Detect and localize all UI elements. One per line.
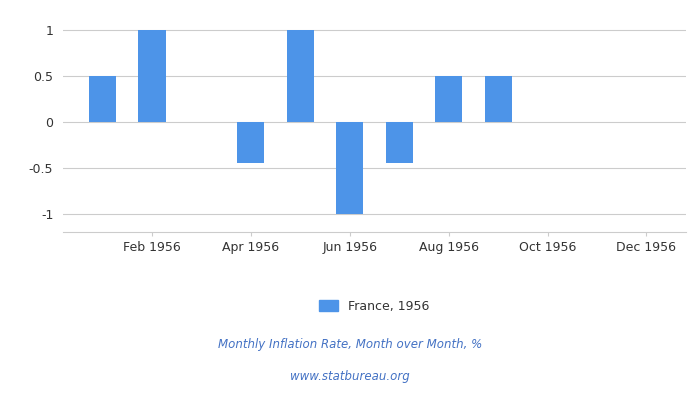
- Text: Monthly Inflation Rate, Month over Month, %: Monthly Inflation Rate, Month over Month…: [218, 338, 482, 351]
- Bar: [386, 122, 413, 163]
- Text: www.statbureau.org: www.statbureau.org: [290, 370, 410, 383]
- Bar: [287, 30, 314, 122]
- Legend: France, 1956: France, 1956: [319, 300, 430, 313]
- Bar: [139, 30, 166, 122]
- Bar: [89, 76, 116, 122]
- Bar: [484, 76, 512, 122]
- Bar: [435, 76, 462, 122]
- Bar: [336, 122, 363, 214]
- Bar: [237, 122, 265, 163]
